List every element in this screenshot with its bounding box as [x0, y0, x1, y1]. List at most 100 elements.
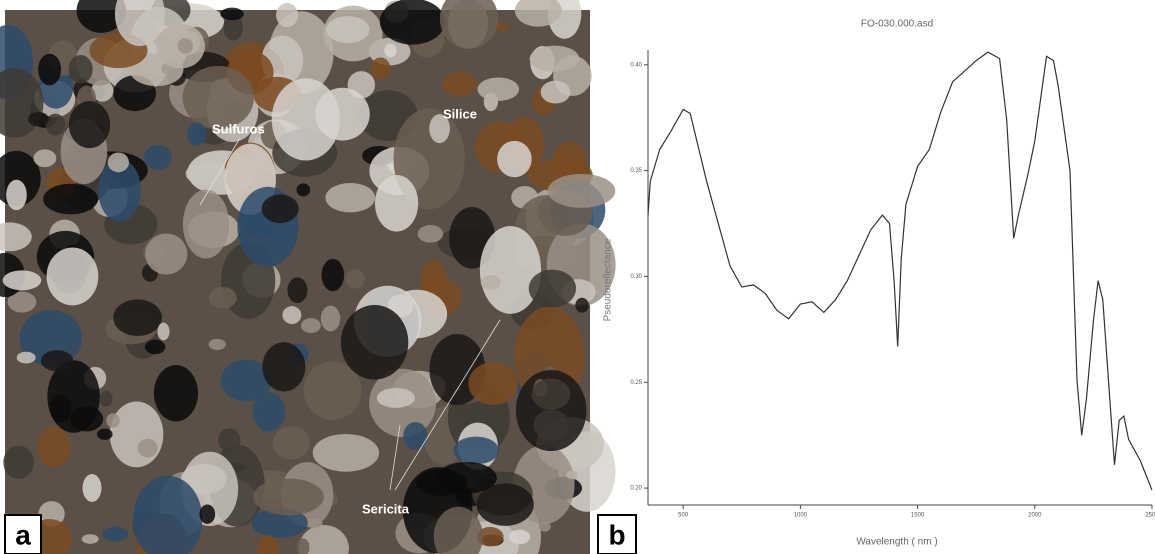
grain: [380, 0, 445, 45]
grain: [529, 270, 576, 308]
photo-label: Sulfuros: [212, 121, 265, 136]
grain: [315, 88, 370, 141]
x-axis-label: Wavelength ( nm ): [856, 537, 937, 548]
grain: [145, 340, 166, 355]
x-tick-label: 2500: [1145, 513, 1155, 519]
grain: [186, 162, 227, 185]
grain: [68, 55, 92, 83]
grain: [566, 471, 578, 479]
grain: [108, 152, 129, 172]
grain: [530, 46, 580, 72]
grain: [178, 38, 193, 54]
grain: [253, 392, 285, 431]
grain: [384, 43, 396, 57]
photo-label: Silice: [443, 106, 477, 121]
grain: [313, 434, 379, 472]
grain: [575, 298, 588, 313]
grain: [326, 16, 370, 43]
spectrum-line: [648, 52, 1152, 490]
grain: [297, 183, 311, 196]
y-tick-label: 0.20: [630, 486, 642, 492]
y-tick-label: 0.35: [630, 168, 642, 174]
grain: [403, 422, 427, 450]
grain: [69, 101, 110, 148]
grain: [541, 81, 571, 104]
grain: [113, 299, 162, 336]
grain: [3, 445, 34, 478]
grain: [154, 365, 198, 421]
grain: [325, 183, 375, 212]
grain: [480, 226, 541, 314]
grain: [97, 429, 113, 440]
grain: [38, 54, 61, 86]
x-tick-label: 1000: [794, 513, 808, 519]
grain: [509, 530, 530, 545]
panel-label: b: [608, 519, 625, 550]
panel-label: a: [15, 519, 31, 550]
grain: [187, 122, 206, 146]
grain: [145, 233, 187, 274]
x-tick-label: 2000: [1028, 513, 1042, 519]
grain: [276, 3, 298, 27]
grain: [322, 259, 345, 291]
grain: [346, 269, 365, 288]
grain: [477, 77, 519, 100]
grain: [3, 270, 42, 290]
grain: [442, 72, 477, 96]
grain: [497, 141, 532, 177]
grain: [532, 378, 571, 409]
grain: [220, 8, 244, 21]
grain: [287, 277, 307, 303]
grain: [70, 406, 103, 431]
grain: [6, 180, 27, 210]
grain: [481, 275, 501, 290]
grain: [199, 504, 215, 523]
grain: [110, 401, 164, 467]
grain: [37, 426, 70, 467]
grain: [144, 145, 172, 170]
grain: [183, 66, 254, 129]
grain: [28, 112, 49, 126]
grain: [377, 388, 415, 408]
grain: [262, 194, 299, 223]
grain: [301, 318, 321, 333]
x-tick-label: 1500: [911, 513, 925, 519]
grain: [273, 426, 310, 459]
grain: [138, 439, 158, 458]
grain: [43, 184, 98, 215]
grain: [82, 534, 99, 544]
grain: [83, 474, 102, 502]
grain: [548, 174, 616, 208]
x-tick-label: 500: [678, 513, 689, 519]
y-tick-label: 0.40: [630, 62, 642, 68]
grain: [102, 527, 128, 542]
grain: [209, 287, 237, 309]
grain: [468, 362, 518, 405]
y-tick-label: 0.25: [630, 380, 642, 386]
grain: [321, 306, 340, 332]
grain: [183, 190, 229, 259]
grain: [47, 247, 99, 305]
micrograph: [0, 0, 616, 554]
chart-title: FO-030.000.asd: [861, 19, 933, 30]
grain: [371, 57, 391, 79]
grain: [209, 339, 226, 350]
grain: [41, 350, 74, 371]
grain: [418, 225, 444, 243]
grain: [262, 342, 305, 391]
grain: [453, 437, 499, 465]
grain: [106, 413, 119, 428]
grain: [17, 352, 36, 364]
figure: a b FO-030.000.asd Wavelength ( nm ) Pse…: [0, 0, 1155, 554]
photo-label: Sericita: [362, 501, 410, 516]
grain: [33, 149, 56, 167]
grain: [341, 305, 408, 380]
grain: [375, 175, 418, 232]
grain: [100, 391, 113, 407]
grain: [282, 306, 301, 324]
y-tick-label: 0.30: [630, 274, 642, 280]
grain: [436, 462, 496, 493]
grain: [253, 478, 324, 515]
grain: [157, 323, 169, 341]
y-axis-label: Pseudoreflectance: [603, 238, 614, 321]
